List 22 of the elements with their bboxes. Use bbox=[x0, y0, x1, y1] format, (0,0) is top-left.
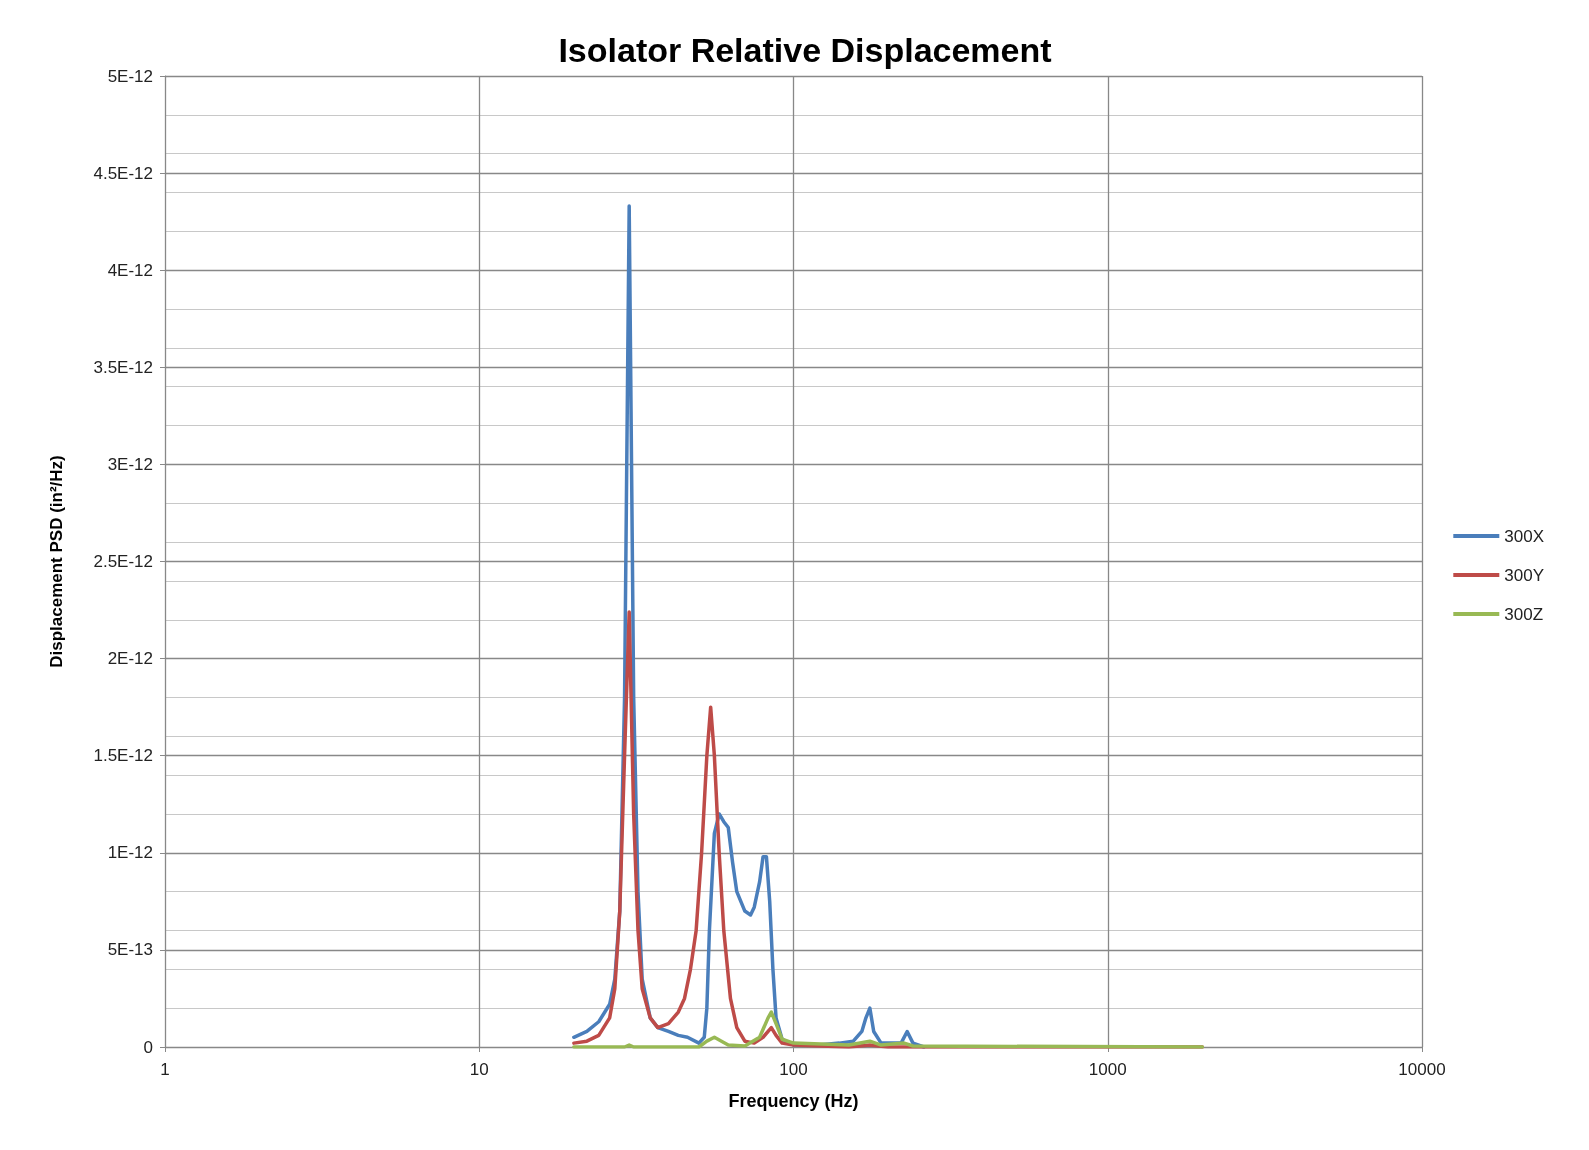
legend-label: 300X bbox=[1504, 526, 1544, 546]
legend-label: 300Z bbox=[1504, 604, 1544, 624]
y-tick-label: 0 bbox=[143, 1037, 153, 1057]
y-tick-label: 2E-12 bbox=[107, 649, 153, 669]
y-tick-label: 3E-12 bbox=[107, 454, 153, 474]
y-tick-label: 3.5E-12 bbox=[93, 357, 153, 377]
y-tick-label: 5E-12 bbox=[107, 66, 153, 86]
x-tick-label: 10000 bbox=[1398, 1060, 1446, 1079]
y-tick-label: 4E-12 bbox=[107, 260, 153, 280]
legend-label: 300Y bbox=[1504, 565, 1544, 585]
y-tick-label: 1E-12 bbox=[107, 843, 153, 863]
y-tick-label: 4.5E-12 bbox=[93, 163, 153, 183]
y-axis-title: Displacement PSD (in²/Hz) bbox=[47, 455, 66, 668]
y-tick-label: 1.5E-12 bbox=[93, 746, 153, 766]
x-axis-title: Frequency (Hz) bbox=[728, 1091, 859, 1111]
y-tick-label: 2.5E-12 bbox=[93, 552, 153, 571]
x-tick-label: 10 bbox=[469, 1060, 489, 1079]
x-tick-label: 1 bbox=[160, 1060, 170, 1079]
chart-title: Isolator Relative Displacement bbox=[558, 31, 1052, 69]
x-tick-label: 1000 bbox=[1088, 1060, 1127, 1079]
x-tick-label: 100 bbox=[779, 1060, 808, 1079]
y-tick-label: 5E-13 bbox=[107, 940, 153, 960]
